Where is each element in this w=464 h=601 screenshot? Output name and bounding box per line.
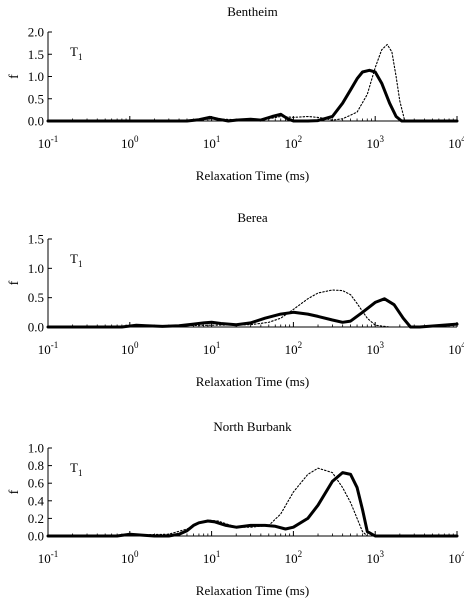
x-tick-label-exponent: 4 (461, 134, 464, 144)
x-tick-label-base: 10 (285, 136, 298, 151)
chart-title: Berea (237, 210, 268, 225)
x-tick-label-base: 10 (448, 551, 461, 566)
x-tick-label: 102 (285, 134, 303, 151)
y-tick-label: 1.0 (28, 69, 44, 84)
x-tick-label-base: 10 (38, 136, 51, 151)
panel-annotation: T1 (70, 44, 82, 62)
y-tick-label: 0.6 (28, 476, 45, 491)
x-axis-label: Relaxation Time (ms) (196, 374, 309, 389)
annotation-subscript: 1 (78, 259, 83, 269)
x-tick-label-exponent: 2 (298, 340, 303, 350)
x-tick-label: 101 (203, 549, 221, 566)
series-line-dotted (47, 467, 458, 537)
y-axis-label: f (7, 280, 22, 285)
x-tick-label-exponent: 2 (298, 549, 303, 559)
y-tick-label: 2.0 (28, 25, 44, 40)
y-tick-label: 0.5 (28, 91, 44, 106)
x-tick-label: 10-1 (38, 134, 59, 151)
x-tick-label-base: 10 (285, 342, 298, 357)
y-tick-label: 1.0 (28, 261, 44, 276)
y-tick-label: 0.5 (28, 290, 44, 305)
x-tick-label: 102 (285, 549, 303, 566)
x-tick-label-exponent: 3 (379, 549, 384, 559)
y-tick-label: 0.2 (28, 511, 44, 526)
x-tick-label-base: 10 (121, 551, 134, 566)
x-tick-label-exponent: 0 (134, 134, 139, 144)
series-line-dotted (47, 43, 458, 122)
y-tick-label: 0.0 (28, 114, 44, 129)
x-tick-label: 100 (121, 340, 139, 357)
series-line-dotted (47, 289, 458, 328)
annotation-base: T (70, 44, 78, 59)
x-tick-label-exponent: -1 (51, 549, 59, 559)
y-tick-label: 0.0 (28, 529, 44, 544)
x-tick-label: 10-1 (38, 549, 59, 566)
x-tick-label-base: 10 (366, 136, 379, 151)
y-tick-label: 0.4 (28, 493, 45, 508)
x-tick-label-exponent: 4 (461, 549, 464, 559)
x-axis-label: Relaxation Time (ms) (196, 583, 309, 598)
x-tick-label-exponent: 1 (216, 134, 221, 144)
x-tick-label-base: 10 (203, 342, 216, 357)
annotation-subscript: 1 (78, 468, 83, 478)
x-tick-label-base: 10 (38, 551, 51, 566)
x-tick-label: 101 (203, 134, 221, 151)
panel-annotation: T1 (70, 460, 82, 478)
x-tick-label-base: 10 (203, 551, 216, 566)
x-tick-label-exponent: 1 (216, 549, 221, 559)
x-tick-label: 104 (448, 549, 464, 566)
x-tick-label-exponent: -1 (51, 134, 59, 144)
series-line-solid (46, 297, 459, 329)
x-tick-label: 101 (203, 340, 221, 357)
x-tick-label-exponent: 1 (216, 340, 221, 350)
annotation-base: T (70, 251, 78, 266)
x-tick-label-base: 10 (38, 342, 51, 357)
y-tick-label: 1.5 (28, 232, 44, 247)
x-tick-label-exponent: 0 (134, 549, 139, 559)
series-line-solid (46, 471, 459, 538)
x-tick-label-base: 10 (448, 342, 461, 357)
y-tick-label: 1.5 (28, 47, 44, 62)
chart-title: Bentheim (227, 4, 278, 19)
y-tick-label: 0.8 (28, 458, 44, 473)
y-axis-label: f (7, 489, 22, 494)
chart-title: North Burbank (213, 419, 292, 434)
annotation-subscript: 1 (78, 52, 83, 62)
x-tick-label-base: 10 (121, 342, 134, 357)
x-tick-label-base: 10 (366, 551, 379, 566)
x-tick-label-exponent: 4 (461, 340, 464, 350)
annotation-base: T (70, 460, 78, 475)
x-tick-label: 104 (448, 134, 464, 151)
x-tick-label-base: 10 (448, 136, 461, 151)
y-axis-label: f (7, 74, 22, 79)
x-tick-label-base: 10 (285, 551, 298, 566)
x-tick-label: 103 (366, 134, 384, 151)
x-axis-label: Relaxation Time (ms) (196, 168, 309, 183)
x-tick-label: 10-1 (38, 340, 59, 357)
x-tick-label: 102 (285, 340, 303, 357)
x-tick-label: 100 (121, 549, 139, 566)
x-tick-label-exponent: -1 (51, 340, 59, 350)
x-tick-label-base: 10 (203, 136, 216, 151)
x-tick-label-exponent: 0 (134, 340, 139, 350)
x-tick-label: 100 (121, 134, 139, 151)
x-tick-label: 104 (448, 340, 464, 357)
panel-annotation: T1 (70, 251, 82, 269)
x-tick-label-base: 10 (121, 136, 134, 151)
y-tick-label: 0.0 (28, 320, 44, 335)
x-tick-label-exponent: 3 (379, 134, 384, 144)
y-tick-label: 1.0 (28, 441, 44, 456)
series-line-solid (46, 68, 459, 123)
x-tick-label-exponent: 3 (379, 340, 384, 350)
x-tick-label: 103 (366, 340, 384, 357)
x-tick-label-base: 10 (366, 342, 379, 357)
x-tick-label-exponent: 2 (298, 134, 303, 144)
x-tick-label: 103 (366, 549, 384, 566)
